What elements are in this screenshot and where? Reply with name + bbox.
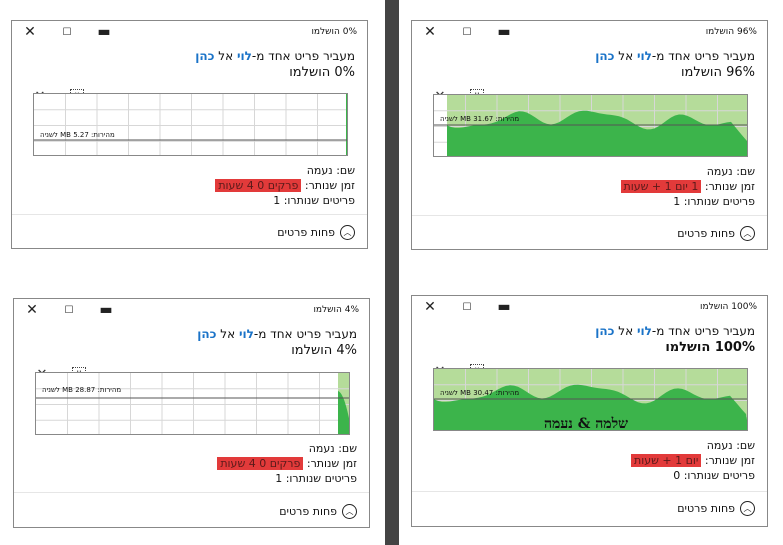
- name-row: שם: נעמה: [706, 439, 755, 452]
- maximize-button[interactable]: ☐: [462, 26, 472, 38]
- transfer-description: מעביר פריט אחד מ-לוי אל כהן: [197, 327, 357, 341]
- window-title: 4% הושלמו: [313, 305, 359, 315]
- items-remaining-row: פריטים שנותרו: 1: [273, 194, 355, 207]
- minimize-button[interactable]: ▬: [497, 24, 511, 40]
- items-remaining-row: פריטים שנותרו: 1: [673, 195, 755, 208]
- transfer-description: מעביר פריט אחד מ-לוי אל כהן: [595, 324, 755, 338]
- time-remaining-row: זמן שנותר: יום 1 + שעות: [630, 454, 755, 467]
- progress-status: 4% הושלמו: [291, 343, 357, 358]
- title-bar: ✕ ☐ ▬ 100% הושלמו: [412, 296, 767, 318]
- time-remaining-row: זמן שנותר: 1 יום 1 + שעות: [620, 180, 755, 193]
- speed-area: [434, 384, 747, 430]
- speed-label: מהירות: 30.47 MB לשניה: [440, 389, 520, 397]
- chevron-up-icon: ︿: [340, 225, 355, 240]
- less-details-button[interactable]: ︿ פחות פרטים: [677, 501, 755, 516]
- names-overlay: שלמה & נעמה: [544, 416, 629, 431]
- chevron-up-icon: ︿: [740, 226, 755, 241]
- minimize-button[interactable]: ▬: [97, 24, 111, 40]
- less-details-button[interactable]: ︿ פחות פרטים: [279, 504, 357, 519]
- window-title: 96% הושלמו: [705, 27, 757, 37]
- speed-area: [346, 94, 347, 155]
- time-remaining-value: פרקים 0 4 שעות: [215, 179, 302, 192]
- graph-svg: [434, 95, 747, 156]
- time-remaining-row: זמן שנותר: פרקים 0 4 שעות: [217, 457, 357, 470]
- minimize-button[interactable]: ▬: [497, 299, 511, 315]
- name-row: שם: נעמה: [706, 165, 755, 178]
- speed-label: מהירות: 31.67 MB לשניה: [440, 115, 520, 123]
- items-remaining-row: פריטים שנותרו: 0: [673, 469, 755, 482]
- speed-graph: מהירות: 31.67 MB לשניה: [433, 94, 748, 157]
- close-window-button[interactable]: ✕: [424, 24, 436, 40]
- title-bar: ✕ ☐ ▬ 0% הושלמו: [12, 21, 367, 43]
- less-details-button[interactable]: ︿ פחות פרטים: [677, 226, 755, 241]
- separator: [14, 492, 369, 493]
- name-row: שם: נעמה: [308, 442, 357, 455]
- items-remaining-row: פריטים שנותרו: 1: [275, 472, 357, 485]
- transfer-description: מעביר פריט אחד מ-לוי אל כהן: [195, 49, 355, 63]
- time-remaining-row: זמן שנותר: פרקים 0 4 שעות: [215, 179, 355, 192]
- chevron-up-icon: ︿: [740, 501, 755, 516]
- time-remaining-value: 1 יום 1 + שעות: [620, 180, 702, 193]
- close-window-button[interactable]: ✕: [26, 302, 38, 318]
- close-window-button[interactable]: ✕: [424, 299, 436, 315]
- separator: [12, 214, 367, 215]
- maximize-button[interactable]: ☐: [64, 304, 74, 316]
- speed-area: [447, 110, 747, 156]
- time-remaining-value: יום 1 + שעות: [630, 454, 702, 467]
- close-window-button[interactable]: ✕: [24, 24, 36, 40]
- chevron-up-icon: ︿: [342, 504, 357, 519]
- maximize-button[interactable]: ☐: [462, 301, 472, 313]
- progress-status: 96% הושלמו: [680, 65, 755, 80]
- title-bar: ✕ ☐ ▬ 4% הושלמו: [14, 299, 369, 321]
- name-row: שם: נעמה: [306, 164, 355, 177]
- window-title: 0% הושלמו: [311, 27, 357, 37]
- graph-svg: [434, 369, 747, 430]
- separator: [412, 215, 767, 216]
- maximize-button[interactable]: ☐: [62, 26, 72, 38]
- speed-label: מהירות: 5.27 MB לשניה: [40, 131, 115, 139]
- speed-graph: מהירות: 28.87 MB לשניה: [35, 372, 350, 435]
- speed-graph: מהירות: 5.27 MB לשניה: [33, 93, 348, 156]
- copy-dialog-0: ✕ ☐ ▬ 0% הושלמו מעביר פריט אחד מ-לוי אל …: [11, 20, 368, 249]
- less-details-button[interactable]: ︿ פחות פרטים: [277, 225, 355, 240]
- speed-label: מהירות: 28.87 MB לשניה: [42, 386, 122, 394]
- window-title: 100% הושלמו: [700, 302, 757, 312]
- copy-dialog-4: ✕ ☐ ▬ 4% הושלמו מעביר פריט אחד מ-לוי אל …: [13, 298, 370, 528]
- separator: [412, 491, 767, 492]
- speed-area: [338, 391, 349, 434]
- speed-graph: מהירות: 30.47 MB לשניה שלמה & נעמה: [433, 368, 748, 431]
- graph-svg: [36, 373, 349, 434]
- screen-divider: [385, 0, 399, 545]
- graph-svg: [34, 94, 347, 155]
- time-remaining-value: פרקים 0 4 שעות: [217, 457, 304, 470]
- progress-status: 100% הושלמו: [665, 340, 755, 355]
- transfer-description: מעביר פריט אחד מ-לוי אל כהן: [595, 49, 755, 63]
- copy-dialog-100: ✕ ☐ ▬ 100% הושלמו מעביר פריט אחד מ-לוי א…: [411, 295, 768, 527]
- progress-status: 0% הושלמו: [289, 65, 355, 80]
- minimize-button[interactable]: ▬: [99, 302, 113, 318]
- title-bar: ✕ ☐ ▬ 96% הושלמו: [412, 21, 767, 43]
- copy-dialog-96: ✕ ☐ ▬ 96% הושלמו מעביר פריט אחד מ-לוי אל…: [411, 20, 768, 250]
